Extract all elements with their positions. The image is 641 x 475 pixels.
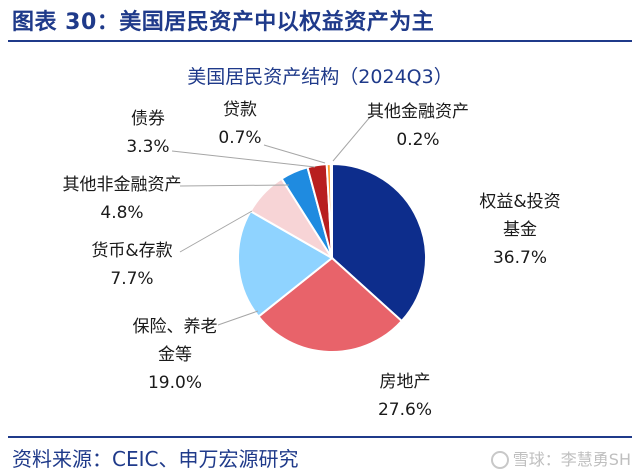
slice-category-label: 保险、养老 <box>133 317 218 337</box>
slice-category-label: 货币&存款 <box>91 241 172 261</box>
slice-value-label: 19.0% <box>148 373 202 393</box>
leader-line <box>332 116 371 162</box>
slice-value-label: 0.2% <box>396 130 439 150</box>
slice-category-label: 其他金融资产 <box>367 102 469 122</box>
leader-line <box>263 144 326 164</box>
chart-title: 美国居民资产结构（2024Q3） <box>187 66 452 88</box>
slice-category-label: 基金 <box>503 220 537 240</box>
leader-line <box>171 150 316 168</box>
leader-lines <box>171 116 371 326</box>
leader-line <box>217 310 259 326</box>
pie-slice <box>331 162 427 323</box>
source-note: 资料来源：CEIC、申万宏源研究 <box>12 447 299 471</box>
pie-slice <box>257 256 404 353</box>
watermark: 雪球：李慧勇SH <box>490 446 631 470</box>
slice-category-label: 金等 <box>158 345 192 365</box>
slice-category-label: 房地产 <box>380 372 431 392</box>
figure-title: 图表 30：美国居民资产中以权益资产为主 <box>12 10 435 35</box>
watermark-text: 雪球：李慧勇SH <box>512 450 631 469</box>
slice-category-label: 其他非金融资产 <box>63 175 182 195</box>
slice-value-label: 27.6% <box>378 400 432 420</box>
slice-value-label: 3.3% <box>126 137 169 157</box>
snowball-logo-icon <box>490 451 509 469</box>
source-divider <box>8 436 632 438</box>
pie-slice <box>329 162 333 259</box>
slice-category-label: 权益&投资 <box>479 192 560 212</box>
slice-value-label: 36.7% <box>493 248 547 268</box>
leader-line <box>179 184 290 187</box>
pie-slices <box>237 162 427 353</box>
title-divider <box>8 40 632 42</box>
slice-value-label: 0.7% <box>218 128 261 148</box>
slice-category-label: 债券 <box>131 109 165 129</box>
pie-slice <box>237 209 334 318</box>
slice-value-label: 7.7% <box>110 269 153 289</box>
slice-category-label: 贷款 <box>223 100 257 120</box>
leader-line <box>179 210 253 253</box>
slice-value-label: 4.8% <box>100 203 143 223</box>
